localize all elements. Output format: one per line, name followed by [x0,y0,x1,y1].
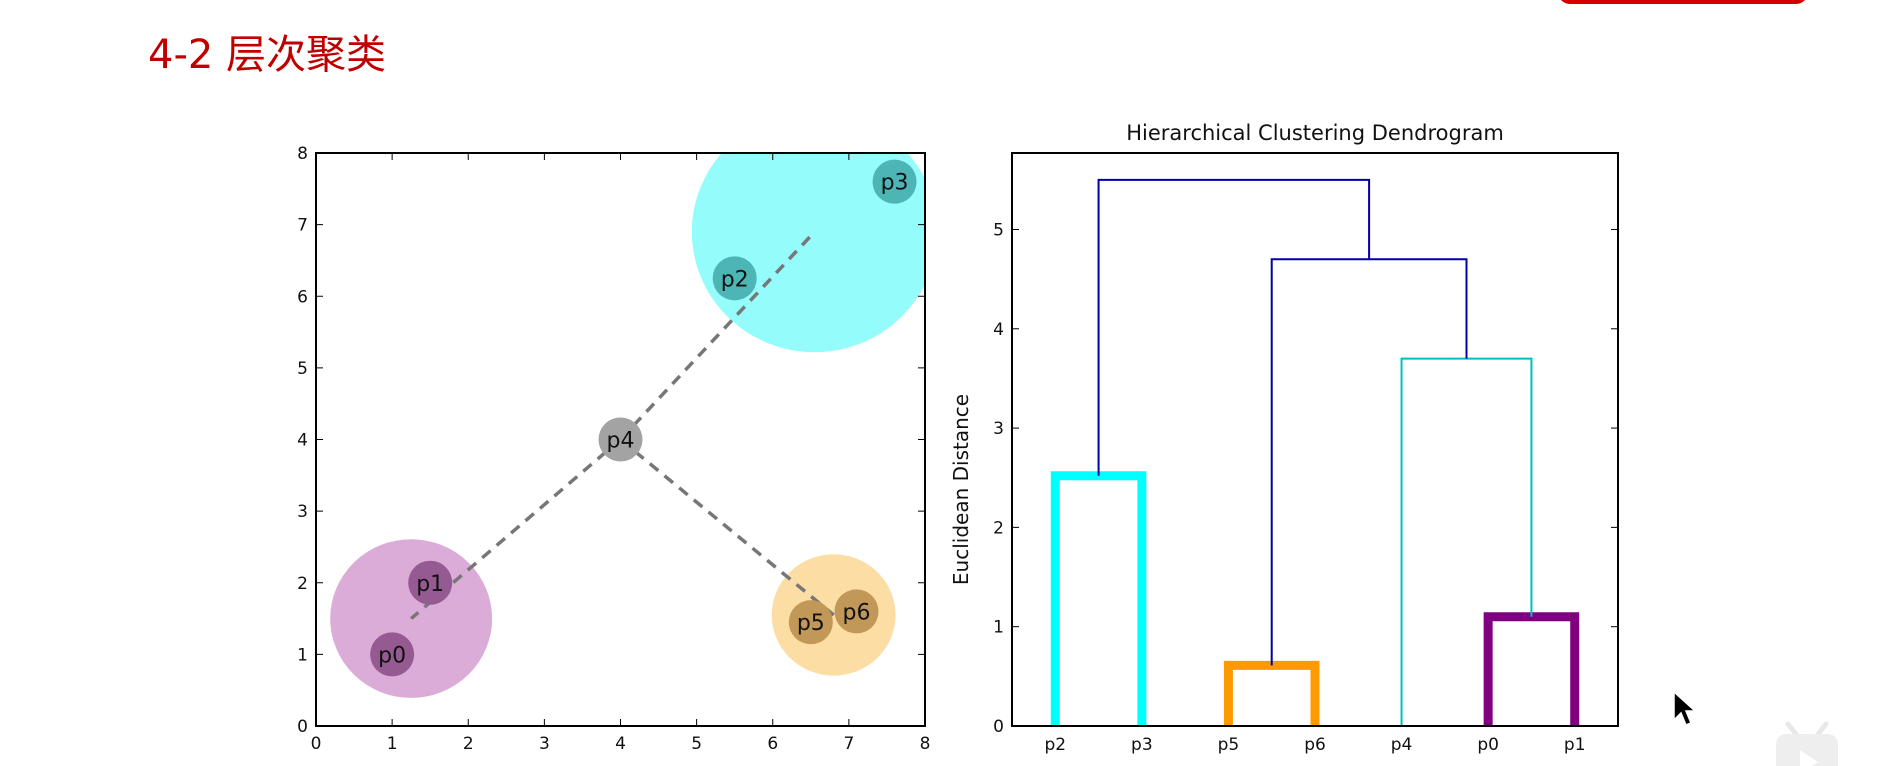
y-tick-label: 2 [297,574,308,594]
point-label: p4 [607,429,635,454]
y-tick-label: 1 [297,645,308,665]
y-tick-label: 3 [993,419,1004,439]
centroid-link [619,438,835,617]
point-marker [834,589,879,634]
y-tick-label: 5 [993,220,1004,240]
y-tick-label: 3 [297,502,308,522]
point-marker [370,632,415,677]
y-axis-label: Euclidean Distance [949,394,973,585]
leaf-label: p1 [1564,735,1586,755]
x-tick-label: 3 [539,734,550,754]
point-label: p1 [416,572,444,597]
scatter-plot: p0 p1 p2 p3 p4 p5 p6 0 1 2 3 4 5 6 7 8 0 1 2 3 4 5 6 7 8 [297,144,931,754]
point-marker [712,256,757,301]
point-marker [872,159,917,204]
point-marker [788,600,833,645]
chart-title: Hierarchical Clustering Dendrogram [1126,121,1504,145]
leaf-label: p5 [1218,735,1240,755]
point-label: p5 [797,611,825,636]
point-label: p0 [378,643,406,668]
point-label: p6 [843,600,871,625]
dendrogram-link [1050,471,1147,726]
dendrogram-link [1400,357,1533,726]
dendrogram-plot: Hierarchical Clustering Dendrogram Euclid… [949,121,1619,755]
y-tick-label: 6 [297,287,308,307]
point-label: p2 [721,267,749,292]
y-tick-label: 1 [993,618,1004,638]
x-tick-label: 1 [387,734,398,754]
x-tick-label: 4 [615,734,626,754]
top-red-button[interactable] [1558,0,1808,4]
y-tick-label: 4 [297,431,308,451]
bilibili-tv-icon [1776,721,1838,766]
x-tick-label: 8 [920,734,931,754]
cluster-circle [691,153,925,353]
leaf-label: p4 [1391,735,1413,755]
leaf-label: p6 [1304,735,1326,755]
y-tick-label: 0 [297,717,308,737]
dendrogram-link [1483,612,1580,726]
x-tick-label: 2 [463,734,474,754]
point-marker [408,560,453,605]
leaf-label: p3 [1131,735,1153,755]
y-tick-label: 0 [993,717,1004,737]
x-tick-label: 5 [691,734,702,754]
y-tick-label: 5 [297,359,308,379]
y-tick-label: 4 [993,320,1004,340]
point-marker [598,417,643,462]
x-tick-label: 0 [311,734,322,754]
x-tick-label: 6 [767,734,778,754]
leaf-label: p2 [1044,735,1066,755]
y-tick-label: 8 [297,144,308,164]
slide-title: 4-2 层次聚类 [148,32,387,78]
axes-frame [1011,152,1619,727]
plot-area: p0 p1 p2 p3 p4 p5 p6 [330,153,925,698]
point-label: p3 [881,171,909,196]
x-tick-label: 7 [843,734,854,754]
y-tick-label: 2 [993,518,1004,538]
dendrogram-link [1223,660,1320,726]
y-tick-label: 7 [297,216,308,236]
centroid-link [619,230,816,441]
dendrogram-link [1097,178,1371,476]
mouse-pointer-icon [1673,690,1697,726]
leaf-label: p0 [1477,735,1499,755]
dendrogram-link [1270,258,1468,666]
